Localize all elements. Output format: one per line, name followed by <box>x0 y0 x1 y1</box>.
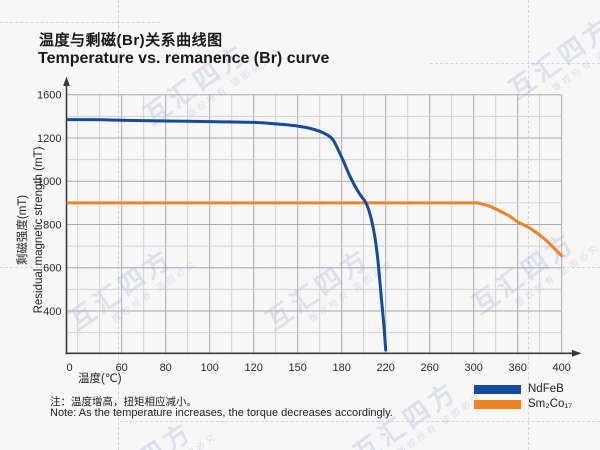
series-curve-ndfeb <box>66 118 388 352</box>
x-tick-label: 260 <box>421 362 439 374</box>
x-tick-label: 400 <box>553 362 571 374</box>
tick-labels: 1600 1200 1000 800 600 400 0 60 80 100 120 150 180 22… <box>37 90 571 375</box>
x-tick-label: 220 <box>377 362 395 374</box>
legend-label-ndfeb: NdFeB <box>528 383 564 395</box>
y-axis-title: 剩磁强度(mT) Residual magnetic strength (mT) <box>15 10 49 450</box>
y-axis-arrow <box>63 76 70 86</box>
y-tick-label: 1200 <box>37 133 61 145</box>
y-axis-title-zh: 剩磁强度(mT) <box>17 194 29 266</box>
chart-title-en: Temperature vs. remanence (Br) curve <box>38 50 330 67</box>
x-tick-label: 360 <box>509 362 527 374</box>
x-tick-label: 120 <box>245 362 263 374</box>
y-tick-label: 400 <box>43 306 61 318</box>
y-tick-label: 1000 <box>37 176 61 188</box>
legend-label-sm2co17: Sm₂Co₁₇ <box>528 398 573 410</box>
y-tick-label: 600 <box>43 263 61 275</box>
note-en: Note: As the temperature increases, the … <box>50 407 393 419</box>
x-tick-label: 150 <box>289 362 307 374</box>
y-axis-title-en: Residual magnetic strength (mT) <box>33 146 45 314</box>
x-tick-label: 60 <box>116 362 128 374</box>
series-curve-smco <box>66 201 564 258</box>
x-tick-label: 0 <box>66 362 72 374</box>
chart-title-zh: 温度与剩磁(Br)关系曲线图 <box>39 32 223 49</box>
legend: NdFeB Sm₂Co₁₇ <box>474 382 572 412</box>
legend-swatch-sm2co17 <box>474 399 521 409</box>
x-tick-label: 180 <box>333 362 351 374</box>
x-tick-label: 300 <box>465 362 483 374</box>
x-axis-title: 温度(℃) <box>78 373 122 385</box>
x-axis-arrow <box>572 349 582 357</box>
legend-swatch-ndfeb <box>474 384 521 394</box>
y-tick-label: 1600 <box>37 90 61 102</box>
axes <box>63 76 582 357</box>
x-tick-label: 80 <box>160 362 172 374</box>
x-tick-label: 100 <box>201 362 219 374</box>
note-zh: 注：温度增高，扭矩相应减小。 <box>50 396 197 408</box>
y-tick-label: 800 <box>43 219 61 231</box>
legend-item-sm2co17: Sm₂Co₁₇ <box>474 397 572 411</box>
legend-item-ndfeb: NdFeB <box>474 382 572 396</box>
grid <box>66 94 563 355</box>
